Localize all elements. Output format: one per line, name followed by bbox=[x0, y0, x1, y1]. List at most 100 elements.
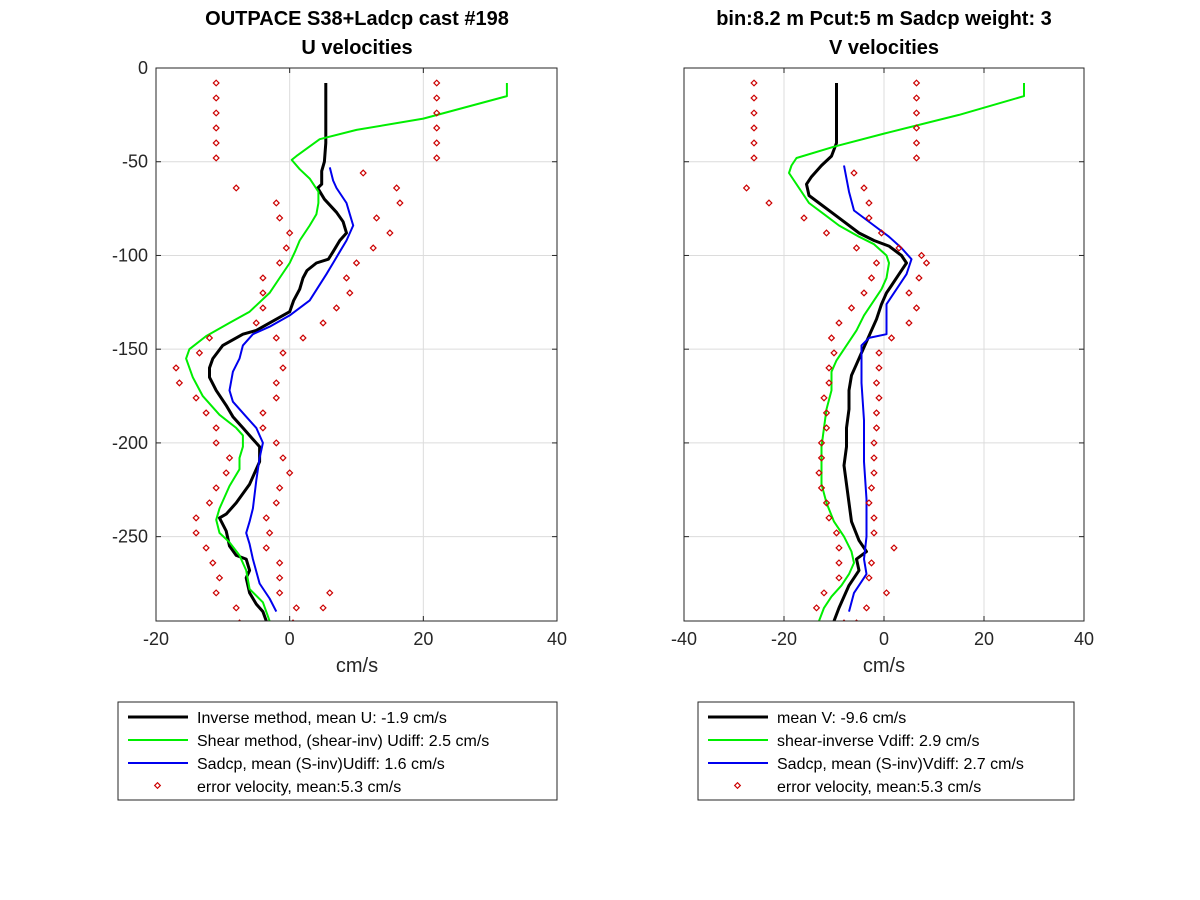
u-legend-error-label: error velocity, mean:5.3 cm/s bbox=[197, 779, 401, 796]
v-error-velocity-marker bbox=[750, 94, 758, 102]
u-error-velocity-marker bbox=[272, 499, 280, 507]
u-error-velocity-marker bbox=[212, 154, 220, 162]
u-error-velocity-marker bbox=[195, 349, 204, 357]
v-error-velocity-marker bbox=[822, 499, 831, 507]
u-legend-shear-label: Shear method, (shear-inv) Udiff: 2.5 cm/… bbox=[197, 733, 489, 750]
u-error-velocity-marker bbox=[299, 334, 307, 342]
v-error-velocity-marker bbox=[915, 274, 923, 282]
u-error-velocity-marker bbox=[342, 274, 351, 282]
u-error-velocity-marker bbox=[285, 229, 294, 237]
v-error-velocity-marker bbox=[742, 184, 751, 192]
v-error-velocity-marker bbox=[867, 274, 876, 282]
v-x-axis-label: cm/s bbox=[863, 655, 905, 677]
u-velocity-panel: OUTPACE S38+Ladcp cast #198 U velocities… bbox=[112, 8, 567, 801]
u-x-axis-label: cm/s bbox=[336, 655, 378, 677]
u-error-velocity-marker bbox=[252, 319, 260, 327]
u-error-velocity-marker bbox=[352, 259, 361, 267]
u-legend-inverse-label: Inverse method, mean U: -1.9 cm/s bbox=[197, 710, 447, 727]
u-error-velocity-marker bbox=[259, 409, 267, 417]
u-error-velocity-marker bbox=[272, 199, 280, 207]
v-error-velocity-marker bbox=[825, 364, 833, 372]
u-error-velocity-marker bbox=[433, 139, 441, 147]
u-error-velocity-marker bbox=[433, 109, 441, 117]
u-x-tick-label: 0 bbox=[285, 629, 295, 649]
v-error-velocity-marker bbox=[867, 484, 876, 492]
u-error-velocity-marker bbox=[215, 574, 224, 582]
u-sadcp-line bbox=[228, 167, 355, 613]
u-axes-frame bbox=[155, 67, 558, 622]
u-error-velocity-marker bbox=[209, 559, 217, 567]
v-inverse-line bbox=[805, 83, 908, 621]
u-error-velocity-marker bbox=[275, 214, 284, 222]
u-error-velocity-marker bbox=[205, 499, 214, 507]
u-error-velocity-marker bbox=[175, 379, 184, 387]
u-error-velocity-marker bbox=[359, 169, 367, 177]
u-error-velocity-marker bbox=[275, 589, 284, 597]
v-error-velocity-marker bbox=[852, 244, 861, 252]
v-error-velocity-marker bbox=[860, 289, 868, 297]
v-x-tick-label: 40 bbox=[1074, 629, 1094, 649]
u-error-velocity-marker bbox=[275, 559, 284, 567]
u-y-tick-label: -50 bbox=[122, 152, 148, 172]
u-error-velocity-marker bbox=[172, 364, 180, 372]
v-error-velocity-marker bbox=[812, 604, 821, 612]
v-error-velocity-marker bbox=[865, 574, 873, 582]
v-error-velocity-marker bbox=[912, 94, 921, 102]
v-error-velocity-marker bbox=[887, 334, 896, 342]
v-error-velocity-marker bbox=[865, 199, 873, 207]
u-error-velocity-marker bbox=[259, 289, 267, 297]
u-error-velocity-marker bbox=[212, 124, 220, 132]
u-error-velocity-marker bbox=[272, 394, 280, 402]
u-error-velocity-marker bbox=[259, 274, 267, 282]
v-error-velocity-marker bbox=[862, 604, 871, 612]
u-error-velocity-marker bbox=[205, 334, 214, 342]
u-error-velocity-marker bbox=[212, 589, 220, 597]
u-legend-box bbox=[117, 701, 558, 801]
u-error-velocity-marker bbox=[372, 214, 381, 222]
u-y-tick-label: 0 bbox=[138, 58, 148, 78]
v-error-velocity-marker bbox=[847, 304, 856, 312]
v-error-velocity-marker bbox=[872, 259, 881, 267]
u-error-velocity-marker bbox=[433, 94, 441, 102]
v-chart-title: bin:8.2 m Pcut:5 m Sadcp weight: 3 bbox=[716, 8, 1052, 30]
u-error-velocity-marker bbox=[279, 349, 287, 357]
v-error-velocity-marker bbox=[835, 559, 843, 567]
u-error-velocity-marker bbox=[272, 379, 280, 387]
v-x-tick-label: -40 bbox=[671, 629, 697, 649]
u-series-group bbox=[172, 79, 508, 621]
u-error-velocity-marker bbox=[192, 514, 200, 522]
u-error-velocity-marker bbox=[262, 514, 270, 522]
u-error-velocity-marker bbox=[433, 124, 441, 132]
v-error-velocity-marker bbox=[870, 439, 878, 447]
u-error-velocity-marker bbox=[202, 544, 210, 552]
u-error-velocity-marker bbox=[212, 139, 220, 147]
v-error-velocity-marker bbox=[800, 214, 808, 222]
u-error-velocity-marker bbox=[369, 244, 377, 252]
v-error-velocity-marker bbox=[817, 484, 826, 492]
v-x-tick-label: 0 bbox=[879, 629, 889, 649]
u-inverse-line bbox=[208, 83, 348, 621]
v-error-velocity-marker bbox=[922, 259, 931, 267]
u-error-velocity-marker bbox=[285, 469, 294, 477]
v-error-velocity-marker bbox=[912, 79, 921, 87]
v-series-group bbox=[742, 79, 1025, 621]
v-error-velocity-marker bbox=[850, 169, 858, 177]
u-y-tick-label: -250 bbox=[112, 527, 148, 547]
v-shear-line bbox=[788, 83, 1025, 621]
v-error-velocity-marker bbox=[865, 214, 873, 222]
u-error-velocity-marker bbox=[212, 484, 220, 492]
u-error-velocity-marker bbox=[222, 469, 230, 477]
v-legend: mean V: -9.6 cm/s shear-inverse Vdiff: 2… bbox=[697, 701, 1075, 801]
v-error-velocity-marker bbox=[750, 109, 758, 117]
u-y-tick-label: -150 bbox=[112, 339, 148, 359]
u-error-velocity-marker bbox=[212, 439, 220, 447]
u-y-tick-label: -200 bbox=[112, 433, 148, 453]
u-error-velocity-marker bbox=[433, 154, 441, 162]
u-error-velocity-marker bbox=[272, 334, 280, 342]
v-x-tick-label: 20 bbox=[974, 629, 994, 649]
u-error-velocity-marker bbox=[326, 589, 334, 597]
u-error-velocity-marker bbox=[292, 604, 301, 612]
v-legend-error-label: error velocity, mean:5.3 cm/s bbox=[777, 779, 981, 796]
u-error-velocity-marker bbox=[192, 394, 200, 402]
